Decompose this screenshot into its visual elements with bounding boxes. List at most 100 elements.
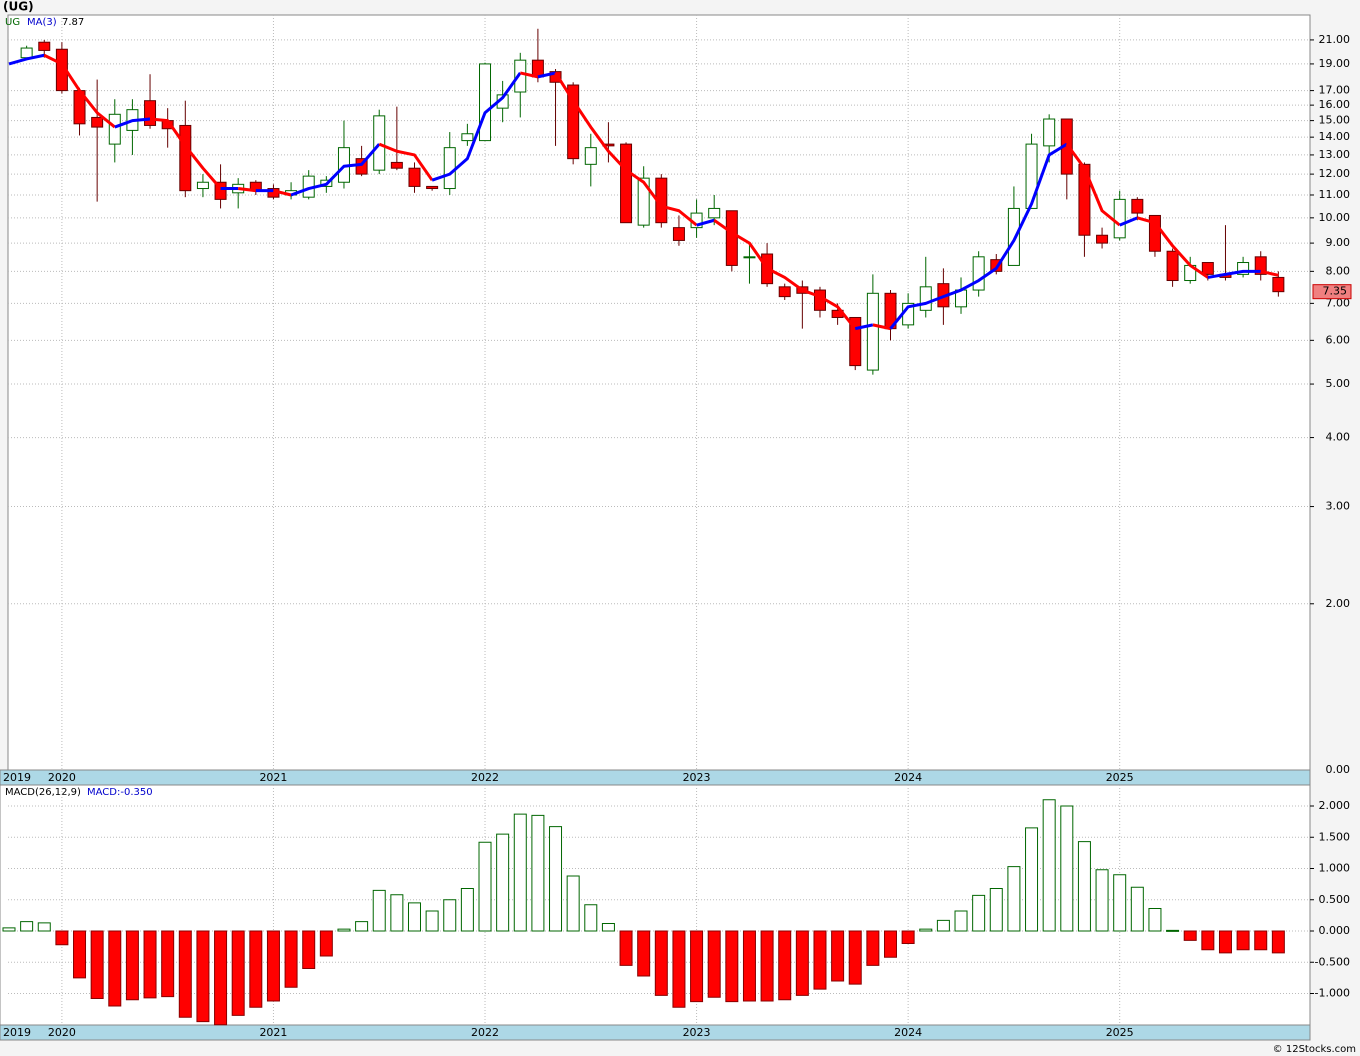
macd-bar bbox=[601, 923, 615, 932]
candle-body bbox=[620, 143, 633, 224]
macd-bar bbox=[178, 930, 192, 1018]
y-tick-label: 12.00 bbox=[1319, 167, 1351, 180]
macd-bar bbox=[1166, 929, 1180, 932]
macd-bar bbox=[513, 813, 527, 932]
macd-bar bbox=[1201, 930, 1215, 951]
ma-line bbox=[8, 53, 45, 66]
candle-body bbox=[1043, 118, 1056, 147]
ma-line bbox=[854, 323, 874, 331]
macd-bar bbox=[496, 833, 510, 932]
macd-bar bbox=[1060, 805, 1074, 932]
macd-bar bbox=[214, 930, 228, 1026]
y-tick-label: 7.00 bbox=[1326, 296, 1351, 309]
candle-body bbox=[1237, 262, 1250, 275]
macd-bar bbox=[1218, 930, 1232, 954]
candle-body bbox=[990, 259, 1003, 272]
macd-bar bbox=[460, 888, 474, 932]
macd-bar bbox=[707, 930, 721, 998]
macd-bar bbox=[1007, 866, 1021, 932]
macd-bar bbox=[108, 930, 122, 1007]
candle-body bbox=[426, 185, 439, 190]
ma-line bbox=[43, 53, 116, 129]
candle-body bbox=[443, 147, 456, 190]
candle-body bbox=[479, 63, 492, 142]
candle-body bbox=[549, 71, 562, 83]
macd-bar bbox=[936, 919, 950, 932]
candle-body bbox=[531, 59, 544, 78]
y-tick-label: -1.000 bbox=[1315, 987, 1350, 1000]
macd-bar bbox=[831, 930, 845, 982]
last-price-label: 7.35 bbox=[1323, 285, 1348, 298]
candle-body bbox=[849, 316, 862, 367]
y-tick-label: 1.500 bbox=[1319, 830, 1351, 843]
candle-body bbox=[20, 47, 33, 59]
ma-line bbox=[273, 189, 292, 197]
x-axis-strip bbox=[0, 1024, 1311, 1041]
x-tick-label: 2025 bbox=[1106, 771, 1134, 784]
macd-bar bbox=[672, 930, 686, 1008]
macd-bar bbox=[443, 899, 457, 932]
ma-line bbox=[290, 143, 381, 197]
legend-ticker: UG bbox=[5, 17, 20, 28]
macd-bar bbox=[654, 930, 668, 996]
candle-body bbox=[108, 113, 121, 145]
last-price-box bbox=[1312, 284, 1352, 300]
x-tick-label: 2019 bbox=[3, 1026, 31, 1039]
candle-body bbox=[725, 210, 738, 266]
macd-value: MACD:-0.350 bbox=[87, 787, 153, 798]
macd-bar bbox=[566, 875, 580, 932]
candle-body bbox=[637, 177, 650, 226]
ma-line bbox=[1119, 216, 1138, 227]
macd-bar bbox=[778, 930, 792, 1001]
macd-bar bbox=[760, 930, 774, 1002]
macd-bar bbox=[55, 930, 69, 946]
y-tick-label: 0.000 bbox=[1319, 924, 1351, 937]
macd-bar bbox=[848, 930, 862, 985]
candle-body bbox=[390, 161, 403, 169]
macd-bar bbox=[690, 930, 704, 1003]
macd-bar bbox=[37, 922, 51, 932]
y-tick-label: 2.000 bbox=[1319, 799, 1351, 812]
ma-line bbox=[431, 72, 522, 182]
macd-bar bbox=[549, 826, 563, 932]
candle-body bbox=[38, 41, 51, 51]
y-tick-label: 5.00 bbox=[1326, 377, 1351, 390]
y-tick-label: 17.00 bbox=[1319, 84, 1351, 97]
ma-line bbox=[713, 219, 857, 330]
candle-body bbox=[214, 181, 227, 200]
candle-body bbox=[1131, 198, 1144, 214]
macd-bar bbox=[249, 930, 263, 1008]
candle-body bbox=[461, 133, 474, 142]
macd-bar bbox=[1148, 908, 1162, 932]
macd-bar bbox=[1236, 930, 1250, 951]
macd-bar bbox=[584, 904, 598, 932]
candle-body bbox=[672, 227, 685, 241]
candle-body bbox=[1007, 207, 1020, 266]
x-tick-label: 2020 bbox=[48, 771, 76, 784]
macd-bar bbox=[1113, 874, 1127, 932]
x-tick-label: 2023 bbox=[683, 1026, 711, 1039]
x-tick-label: 2022 bbox=[471, 771, 499, 784]
macd-bar bbox=[355, 921, 369, 932]
macd-bar bbox=[954, 910, 968, 932]
page-title: (UG) bbox=[3, 0, 34, 14]
macd-bar bbox=[1130, 886, 1144, 932]
ma-line bbox=[1207, 269, 1261, 279]
macd-bar bbox=[90, 930, 104, 999]
ma-line bbox=[519, 71, 539, 79]
candle-body bbox=[1254, 256, 1267, 275]
x-tick-label: 2019 bbox=[3, 771, 31, 784]
ma-line bbox=[238, 187, 257, 193]
x-tick-label: 2025 bbox=[1106, 1026, 1134, 1039]
macd-bar bbox=[319, 930, 333, 957]
y-floor-label: 0.00 bbox=[1326, 763, 1351, 776]
macd-bar bbox=[161, 930, 175, 998]
candle-body bbox=[778, 286, 791, 298]
y-tick-label: 8.00 bbox=[1326, 264, 1351, 277]
y-tick-label: 16.00 bbox=[1319, 98, 1351, 111]
macd-bar bbox=[231, 930, 245, 1016]
y-tick-label: 6.00 bbox=[1326, 333, 1351, 346]
x-tick-label: 2021 bbox=[259, 1026, 287, 1039]
macd-bar bbox=[478, 841, 492, 932]
candle-body bbox=[179, 124, 192, 192]
